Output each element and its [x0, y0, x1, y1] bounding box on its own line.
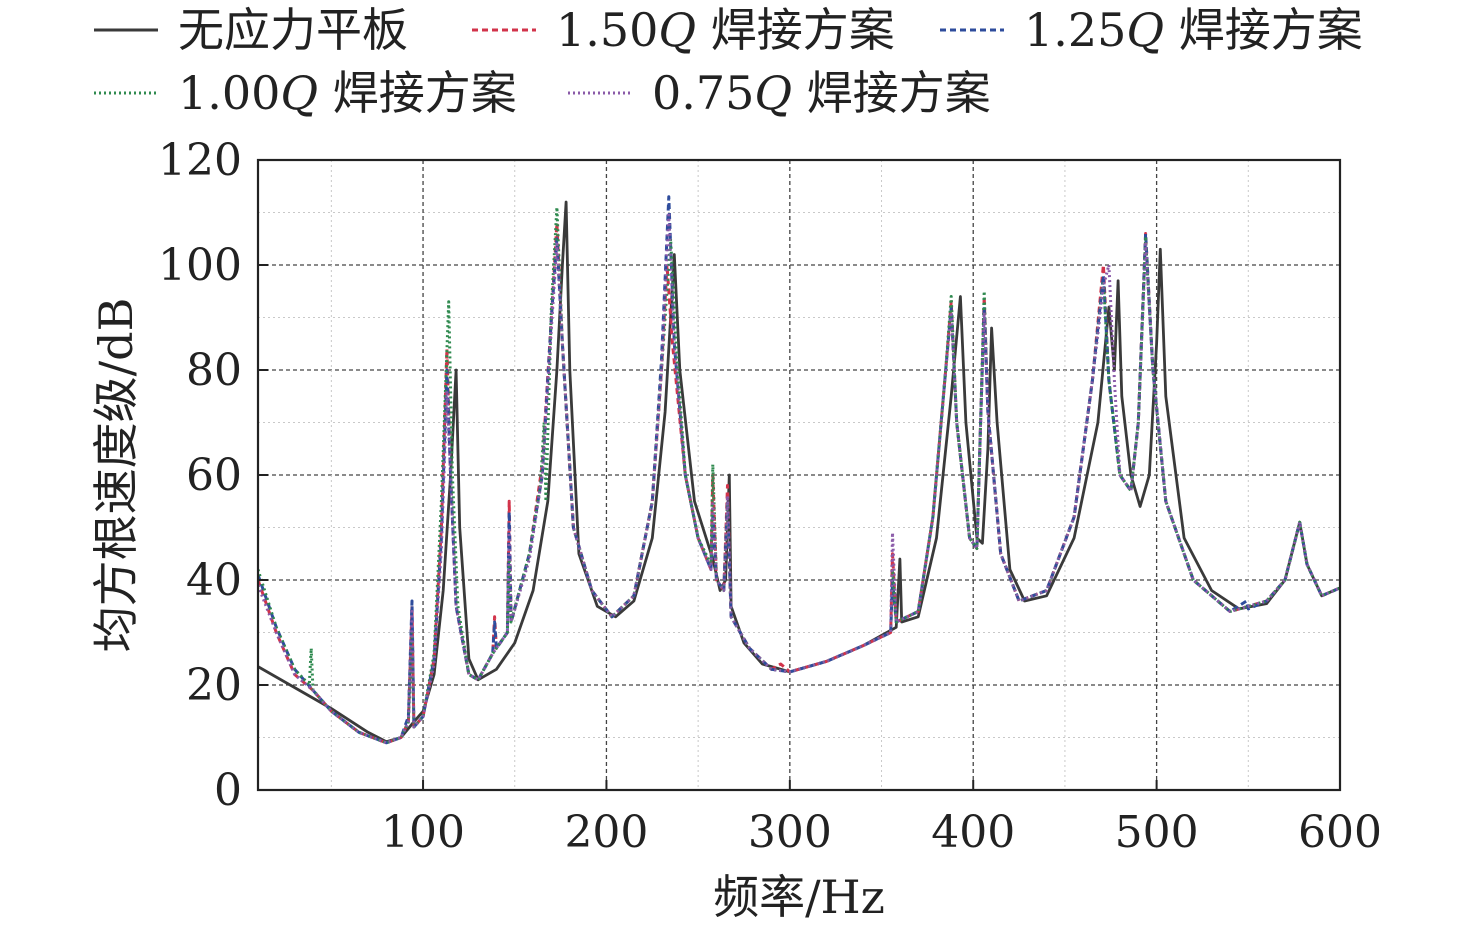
legend-label-0: 无应力平板	[178, 3, 408, 57]
legend-item-3: 1.00Q 焊接方案	[94, 66, 517, 120]
x-tick-label: 500	[1115, 807, 1199, 858]
y-tick-label: 80	[186, 345, 242, 396]
x-tick-label: 400	[931, 807, 1015, 858]
y-axis-title: 均方根速度级/dB	[89, 298, 143, 653]
legend: 无应力平板 1.50Q 焊接方案 1.25Q 焊接方案 1.00Q 焊接方案 0.75Q…	[94, 3, 1363, 120]
x-axis-title: 频率/Hz	[713, 870, 885, 924]
x-tick-label: 300	[748, 807, 832, 858]
x-tick-label: 600	[1298, 807, 1382, 858]
y-tick-label: 40	[186, 555, 242, 606]
series-line-4	[258, 211, 1340, 745]
x-tick-label: 200	[564, 807, 648, 858]
series-group	[258, 195, 1340, 745]
y-tick-label: 20	[186, 660, 242, 711]
y-tick-label: 120	[158, 135, 242, 186]
legend-label-2: 1.25Q 焊接方案	[1024, 3, 1363, 57]
x-tick-label: 100	[381, 807, 465, 858]
y-tick-label: 0	[214, 765, 242, 816]
legend-item-2: 1.25Q 焊接方案	[940, 3, 1363, 57]
legend-label-3: 1.00Q 焊接方案	[178, 66, 517, 120]
legend-item-4: 0.75Q 焊接方案	[568, 66, 991, 120]
grid	[258, 160, 1340, 790]
legend-label-4: 0.75Q 焊接方案	[652, 66, 991, 120]
y-tick-label: 100	[158, 240, 242, 291]
legend-item-1: 1.50Q 焊接方案	[472, 3, 895, 57]
series-line-3	[258, 205, 1340, 745]
legend-item-0: 无应力平板	[94, 3, 408, 57]
y-tick-label: 60	[186, 450, 242, 501]
y-axis: 0 20 40 60 80 100 120	[158, 135, 268, 816]
legend-label-1: 1.50Q 焊接方案	[556, 3, 895, 57]
series-line-0	[258, 200, 1340, 744]
x-axis: 100 200 300 400 500 600	[381, 780, 1382, 858]
series-line-2	[258, 195, 1340, 745]
